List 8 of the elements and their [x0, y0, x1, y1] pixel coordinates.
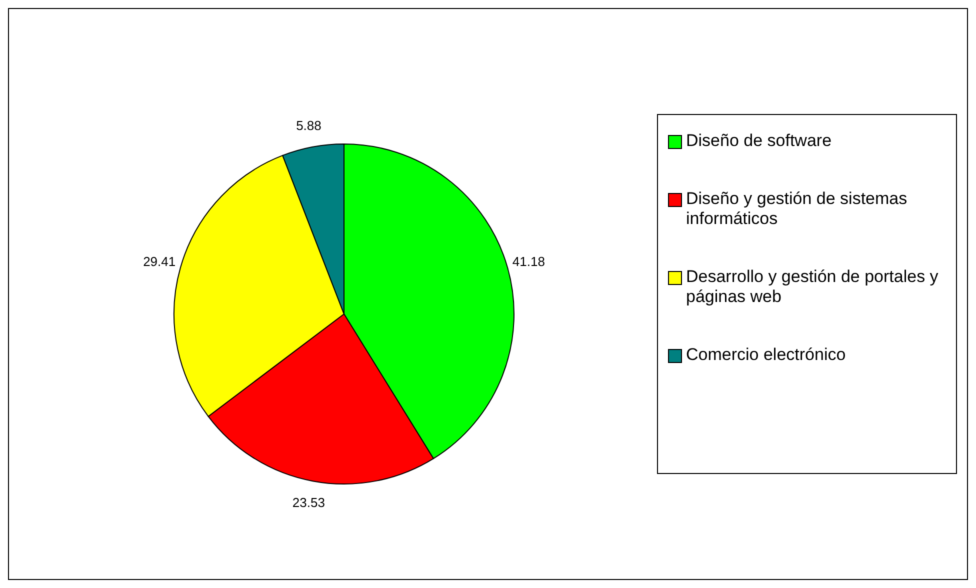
- legend-label: Comercio electrónico: [686, 345, 846, 365]
- data-label: 23.53: [292, 495, 325, 510]
- data-label: 41.18: [512, 254, 545, 269]
- data-label: 5.88: [296, 118, 322, 133]
- legend-label: Desarrollo y gestión de portales y páginas web: [686, 267, 940, 307]
- data-label: 29.41: [143, 254, 176, 269]
- legend-label: Diseño de software: [686, 131, 832, 151]
- legend-label: Diseño y gestión de sistemas informáticos: [686, 189, 908, 229]
